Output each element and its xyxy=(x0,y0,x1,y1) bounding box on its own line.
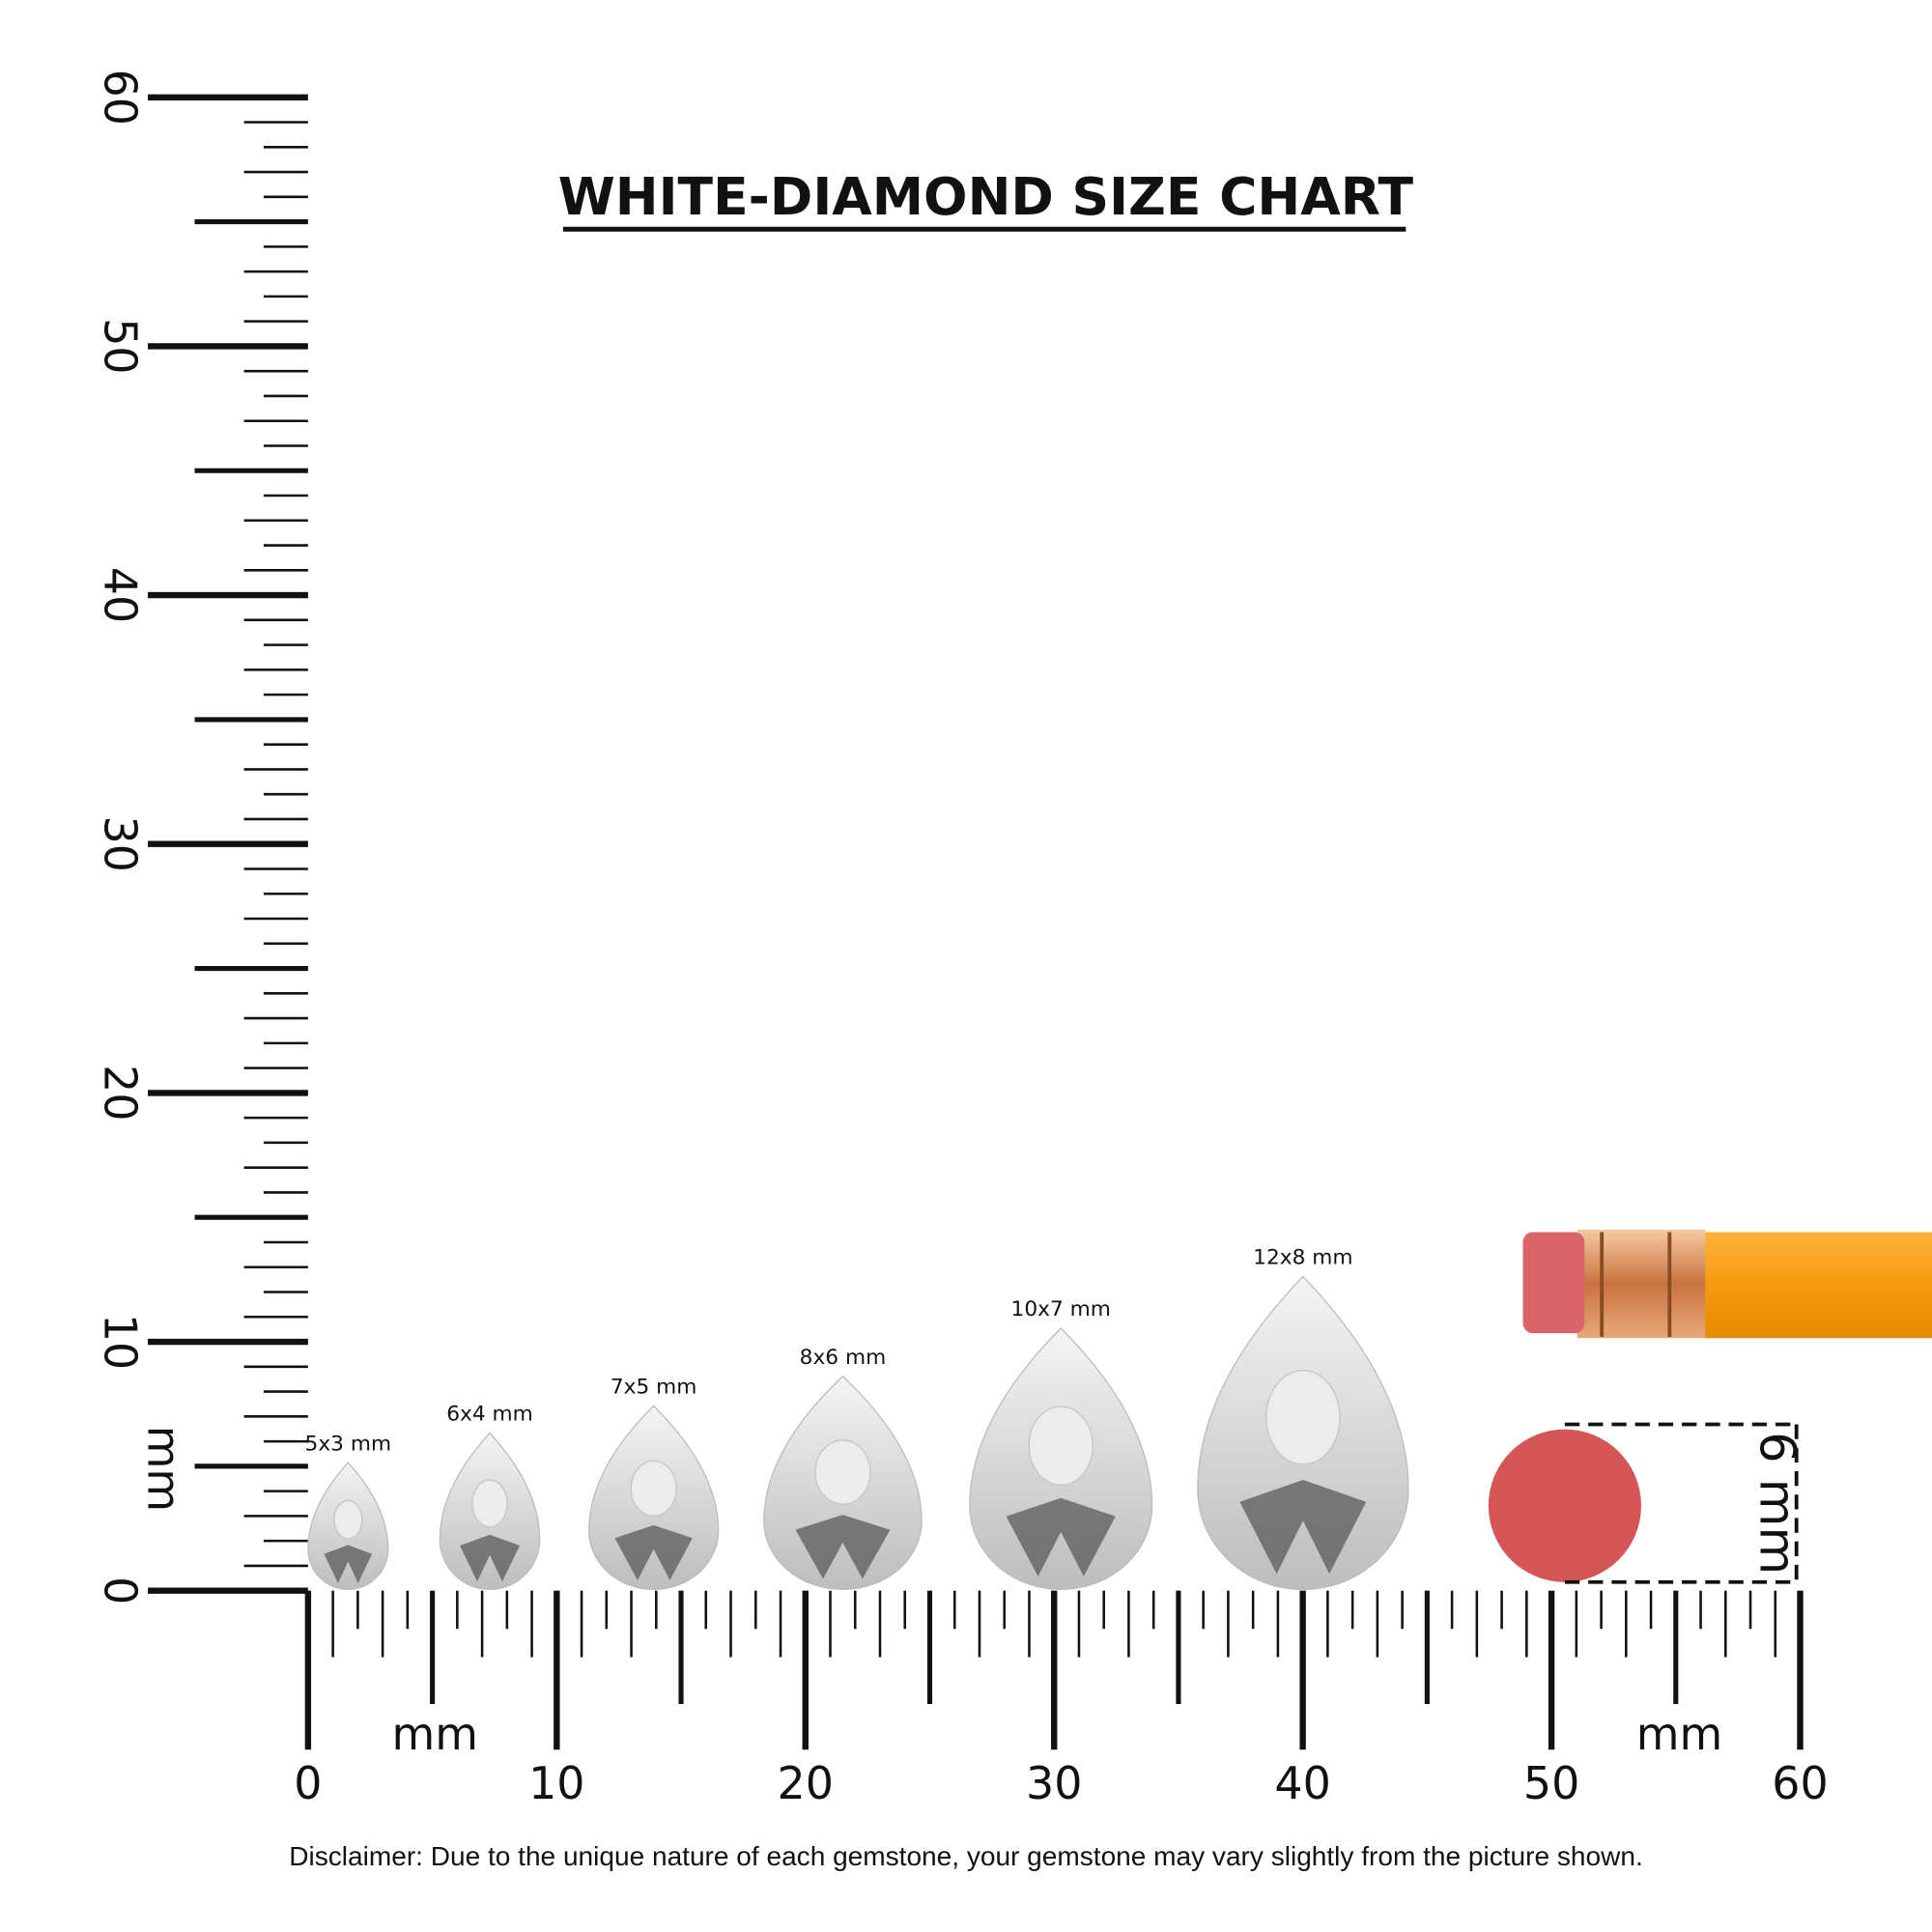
gem-facet xyxy=(460,1534,521,1582)
disclaimer: Disclaimer: Due to the unique nature of … xyxy=(289,1841,1642,1871)
h-ruler-label: 20 xyxy=(778,1757,834,1809)
h-ruler-label: 30 xyxy=(1026,1757,1082,1809)
pencil-eraser xyxy=(1522,1232,1585,1334)
gem-table xyxy=(471,1479,508,1528)
v-ruler-label: 30 xyxy=(95,816,147,872)
v-ruler-label: 0 xyxy=(95,1577,147,1605)
title: WHITE-DIAMOND SIZE CHART xyxy=(558,166,1414,227)
h-ruler-label: 40 xyxy=(1274,1757,1330,1809)
pencil-ferrule xyxy=(1577,1229,1706,1339)
gem-label: 10x7 mm xyxy=(1011,1297,1111,1321)
gem-table xyxy=(1028,1406,1094,1486)
gem-facet xyxy=(614,1524,693,1580)
eraser-circle xyxy=(1488,1429,1641,1582)
v-ruler-label: 50 xyxy=(95,318,147,374)
gem-facet xyxy=(795,1515,891,1579)
h-ruler-unit: mm xyxy=(1636,1708,1722,1760)
gem-label: 6x4 mm xyxy=(446,1403,533,1427)
eraser-dimension xyxy=(1564,1422,1800,1584)
gem-table xyxy=(1265,1369,1341,1465)
pencil xyxy=(1522,1229,1932,1339)
eraser-label: 6 mm xyxy=(1748,1432,1805,1575)
gem: 6x4 mm xyxy=(439,1403,541,1591)
gem-table xyxy=(630,1460,677,1518)
v-ruler-label: 10 xyxy=(95,1314,147,1370)
gem-facet xyxy=(324,1545,373,1583)
h-ruler-label: 60 xyxy=(1772,1757,1828,1809)
pencil-body xyxy=(1704,1232,1932,1339)
gem: 5x3 mm xyxy=(305,1432,392,1590)
gem-label: 5x3 mm xyxy=(305,1432,392,1456)
v-ruler-label: 60 xyxy=(95,70,147,126)
gem: 8x6 mm xyxy=(763,1346,923,1590)
h-ruler-unit: mm xyxy=(392,1708,478,1760)
gem-table xyxy=(333,1499,363,1540)
gem: 7x5 mm xyxy=(588,1376,720,1590)
gem-label: 12x8 mm xyxy=(1253,1246,1352,1270)
h-ruler-label: 0 xyxy=(294,1757,322,1809)
v-ruler-label: 20 xyxy=(95,1065,147,1121)
gem-table xyxy=(814,1439,871,1505)
gem-facet xyxy=(1239,1480,1367,1575)
gem: 12x8 mm xyxy=(1197,1246,1409,1591)
gem-facet xyxy=(1006,1497,1116,1577)
h-ruler-label: 50 xyxy=(1523,1757,1579,1809)
v-ruler-unit: mm xyxy=(137,1426,189,1512)
h-ruler-label: 10 xyxy=(528,1757,584,1809)
v-ruler-label: 40 xyxy=(95,567,147,623)
gem-label: 8x6 mm xyxy=(800,1346,887,1370)
gem-label: 7x5 mm xyxy=(611,1376,697,1400)
gem: 10x7 mm xyxy=(969,1297,1153,1590)
